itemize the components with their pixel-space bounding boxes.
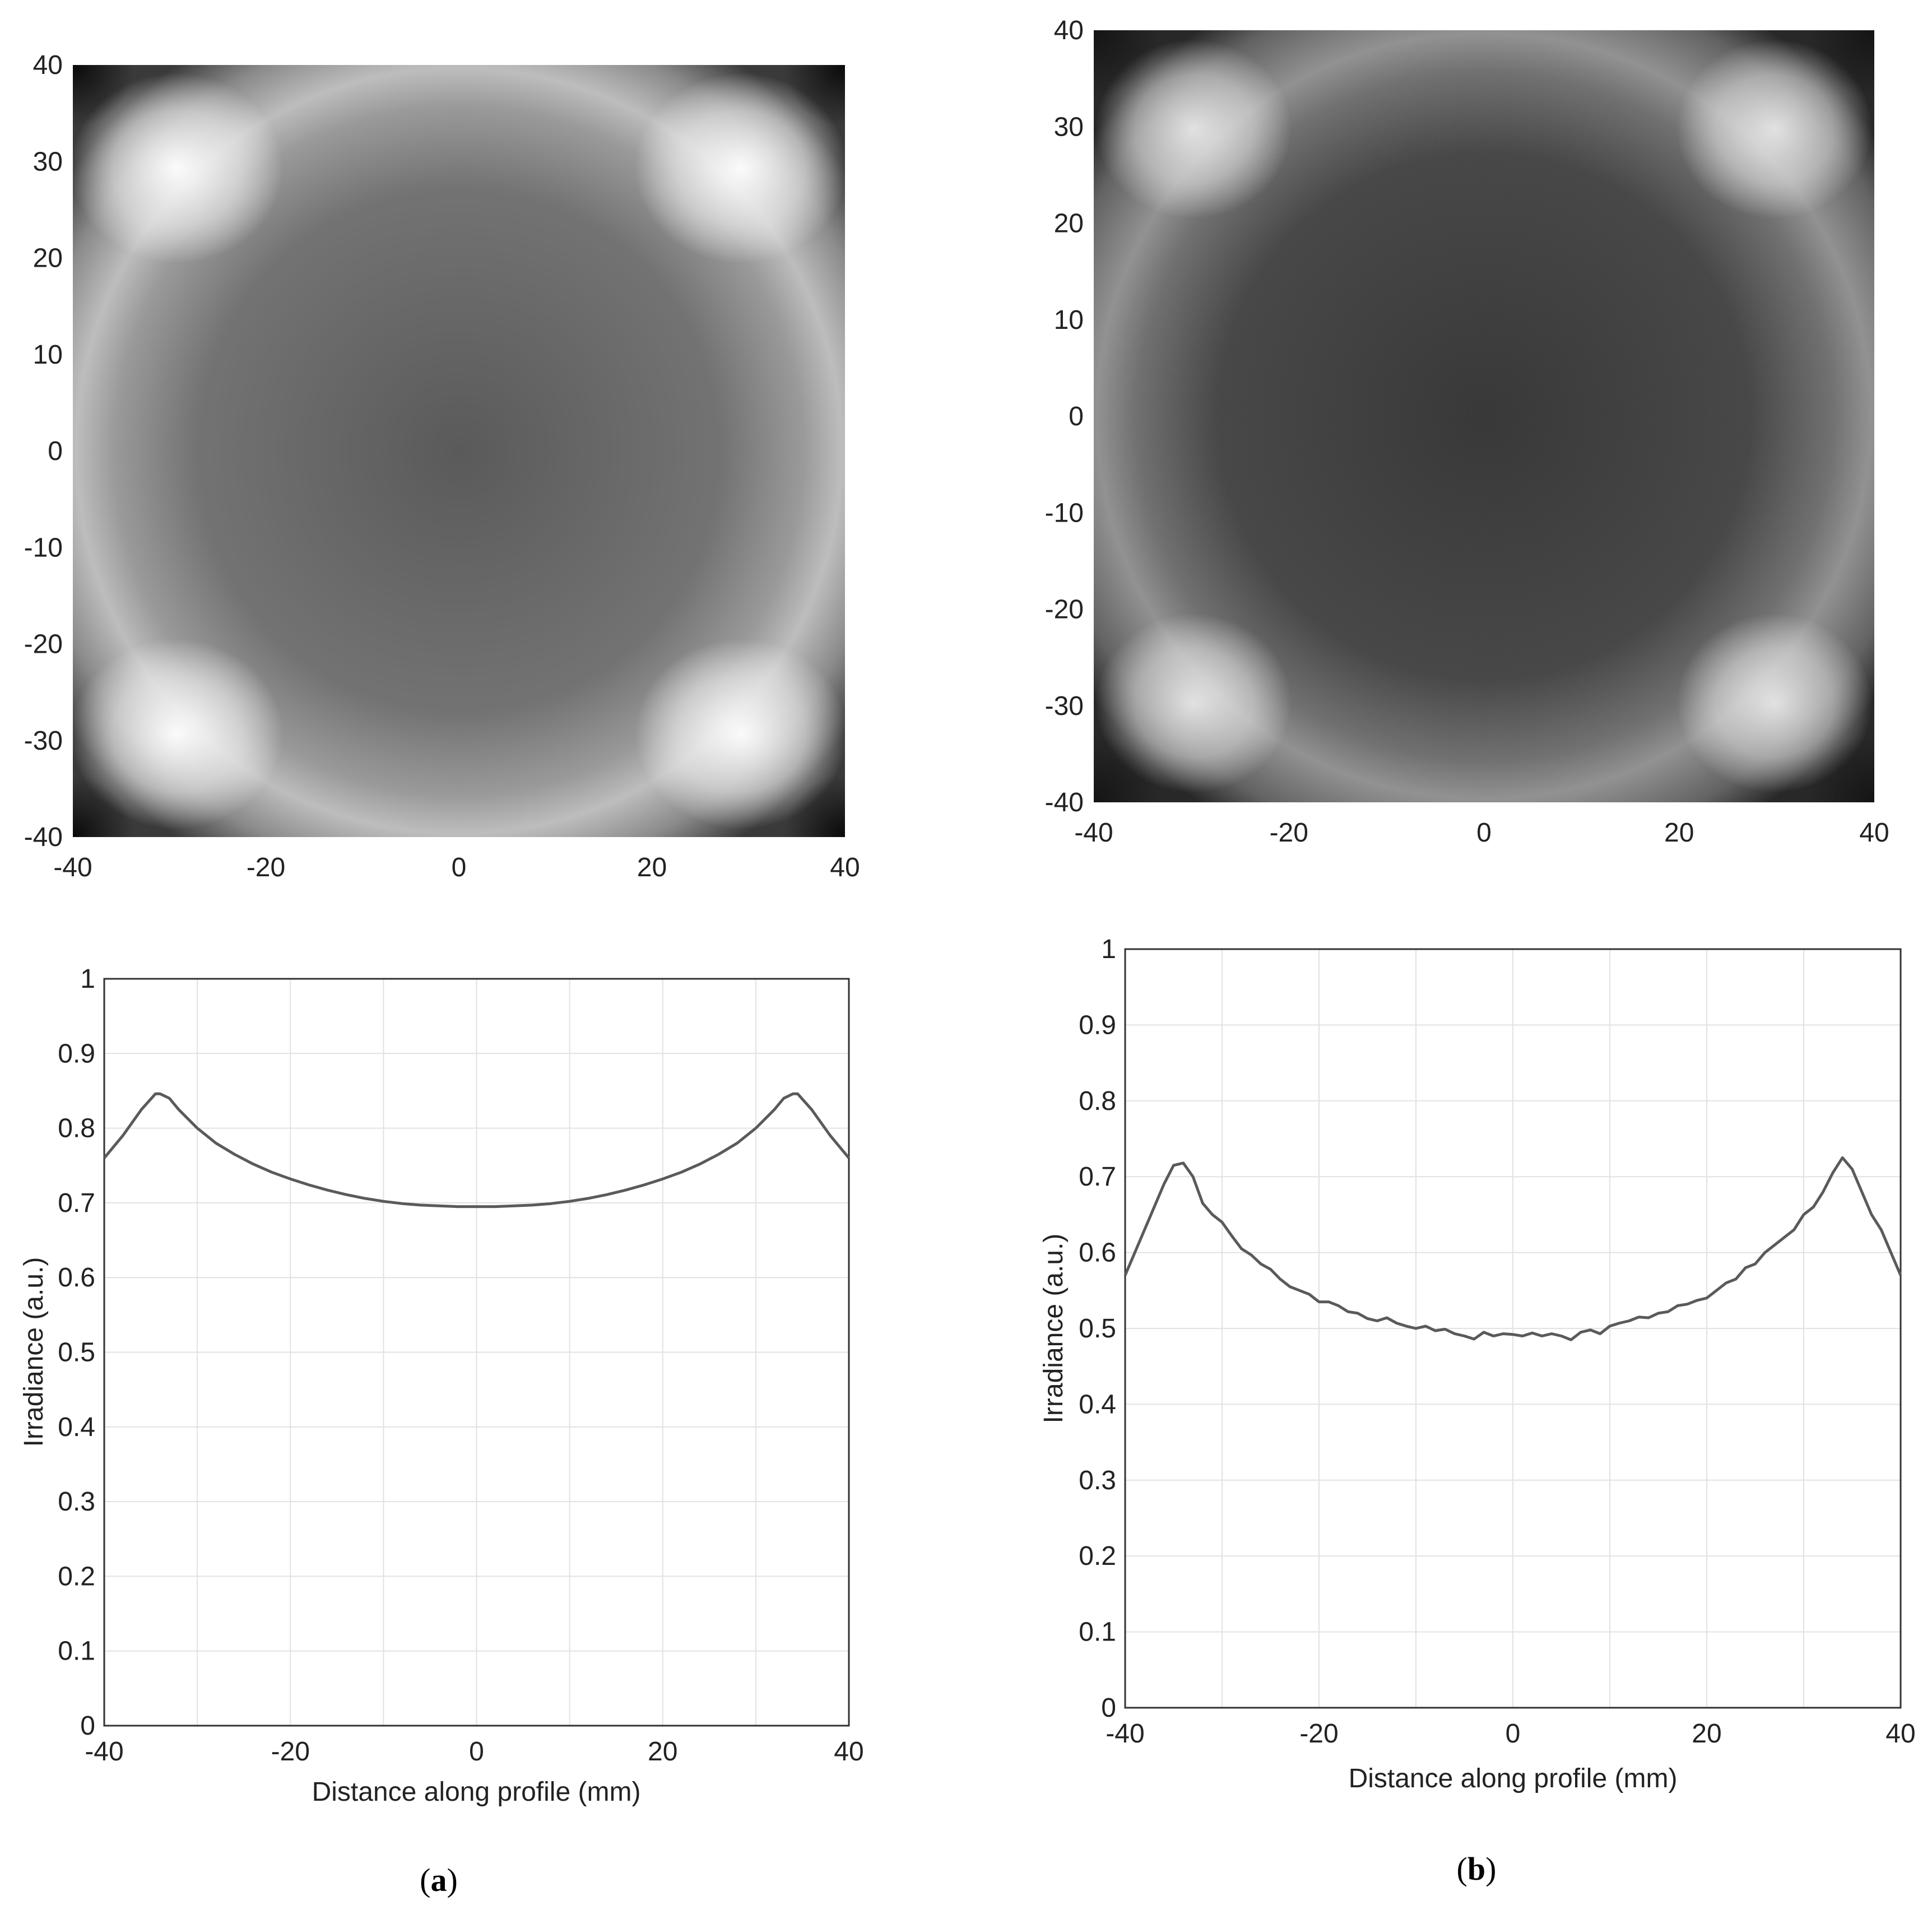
image-a-ytick-label: 20: [33, 244, 63, 273]
profile-b-ytick-label: 0.2: [1079, 1541, 1116, 1571]
profile-a-xtick-label: 0: [469, 1737, 484, 1767]
panel-label-a: (a): [420, 1862, 458, 1898]
image-a-corner-dark: [783, 775, 845, 837]
profile-b-ytick-label: 0.9: [1079, 1010, 1116, 1040]
image-b-ytick-label: 30: [1054, 112, 1084, 142]
image-b-ytick-label: 20: [1054, 209, 1084, 239]
profile-a-ytick-label: 0.9: [58, 1039, 95, 1068]
image-b-xtick-label: 0: [1476, 818, 1492, 848]
profile-a-ylabel: Irradiance (a.u.): [19, 1257, 49, 1447]
profile-a-xlabel: Distance along profile (mm): [312, 1777, 641, 1807]
image-b-noise: [1094, 30, 1874, 802]
image-b-xtick-label: -20: [1270, 818, 1308, 848]
image-a-ytick-label: 0: [48, 436, 63, 466]
profile-b-xtick-label: 0: [1506, 1719, 1521, 1749]
profile-a-frame: [103, 978, 850, 1727]
profile-b-ytick-label: 0.1: [1079, 1618, 1116, 1647]
profile-a-xtick-label: 20: [648, 1737, 677, 1767]
image-b-ytick-label: 0: [1069, 402, 1084, 431]
image-a-corner-bright: [635, 639, 845, 829]
profile-plot-b: -40 -20 0 20 40 0 0.1 0.2 0.3 0.4 0.5 0.6 0.7 0.8 0.9…: [1039, 935, 1916, 1793]
image-b-ytick-label: -40: [1045, 788, 1084, 817]
profile-a-ytick-label: 0.8: [58, 1114, 95, 1144]
image-a-corner-bright: [635, 73, 845, 263]
profile-a-ytick-label: 0.4: [58, 1412, 95, 1442]
profile-b-xtick-label: -40: [1106, 1719, 1144, 1749]
profile-a-series-line: [103, 1092, 850, 1209]
image-a-corner-dark: [73, 775, 134, 837]
profile-b-ytick-label: 0.8: [1079, 1086, 1116, 1116]
profile-a-ytick-label: 0.5: [58, 1338, 95, 1368]
profile-a-xtick-label: -20: [271, 1737, 310, 1767]
profile-a-ytick-label: 0: [80, 1711, 95, 1741]
image-b-xtick-label: -40: [1074, 818, 1113, 848]
image-a-corner-bright: [73, 639, 283, 829]
image-a-ytick-label: 10: [33, 340, 63, 370]
profile-b-xtick-label: 20: [1692, 1719, 1721, 1749]
image-a-xtick-label: 40: [830, 853, 860, 882]
image-b-ytick-label: -10: [1045, 498, 1084, 528]
profile-b-xtick-label: 40: [1885, 1719, 1915, 1749]
profile-b-ytick-label: 0.7: [1079, 1162, 1116, 1192]
image-a-xtick-label: 0: [452, 853, 467, 882]
profile-b-ytick-label: 0.6: [1079, 1238, 1116, 1268]
image-a-corner-bright: [73, 73, 283, 263]
profile-b-xtick-label: -20: [1299, 1719, 1338, 1749]
profile-a-ytick-label: 0.1: [58, 1637, 95, 1666]
profile-b-ytick-label: 1: [1101, 935, 1116, 964]
profile-b-ytick-label: 0.4: [1079, 1389, 1116, 1419]
image-a-ytick-label: -40: [24, 822, 63, 852]
image-a-ytick-label: -30: [24, 726, 63, 756]
image-a-ytick-label: 30: [33, 147, 63, 176]
image-a-xtick-label: -20: [247, 853, 285, 882]
profile-b-ylabel: Irradiance (a.u.): [1039, 1234, 1069, 1424]
profile-b-xlabel: Distance along profile (mm): [1349, 1764, 1678, 1793]
profile-b-ytick-label: 0: [1101, 1693, 1116, 1723]
image-plot-a: -40 -20 0 20 40 40 30 20 10 0 -10 -20 -30 -40: [24, 50, 860, 882]
image-b-xtick-label: 40: [1859, 818, 1889, 848]
profile-a-xtick-label: 40: [834, 1737, 863, 1767]
image-a-ytick-label: -20: [24, 630, 63, 659]
image-a-ytick-label: 40: [33, 50, 63, 80]
profile-a-ytick-label: 0.3: [58, 1487, 95, 1517]
profile-a-xtick-label: -40: [85, 1737, 123, 1767]
image-b-ytick-label: -20: [1045, 595, 1084, 625]
profile-b-frame: [1124, 948, 1902, 1709]
image-plot-b: -40 -20 0 20 40 40 30 20 10 0 -10 -20 -30 -40: [1045, 16, 1889, 848]
image-b-ytick-label: -30: [1045, 691, 1084, 721]
image-a-xtick-label: -40: [53, 853, 92, 882]
profile-plot-a: -40 -20 0 20 40 0 0.1 0.2 0.3 0.4 0.5 0.6 0.7 0.8 0.9…: [19, 964, 864, 1807]
image-a-ytick-label: -10: [24, 533, 63, 563]
profile-b-series-line: [1123, 1156, 1902, 1341]
panel-label-b: (b): [1457, 1851, 1497, 1887]
profile-a-ytick-label: 0.6: [58, 1263, 95, 1293]
image-a-corner-dark: [73, 65, 134, 127]
image-b-ytick-label: 40: [1054, 16, 1084, 45]
image-b-ytick-label: 10: [1054, 305, 1084, 335]
image-b-xtick-label: 20: [1664, 818, 1694, 848]
profile-a-ytick-label: 1: [80, 964, 95, 994]
profile-b-ytick-label: 0.3: [1079, 1466, 1116, 1495]
profile-a-ytick-label: 0.7: [58, 1188, 95, 1218]
profile-b-ytick-label: 0.5: [1079, 1314, 1116, 1344]
image-a-xtick-label: 20: [637, 853, 667, 882]
profile-a-ytick-label: 0.2: [58, 1561, 95, 1591]
image-a-corner-dark: [783, 65, 845, 127]
